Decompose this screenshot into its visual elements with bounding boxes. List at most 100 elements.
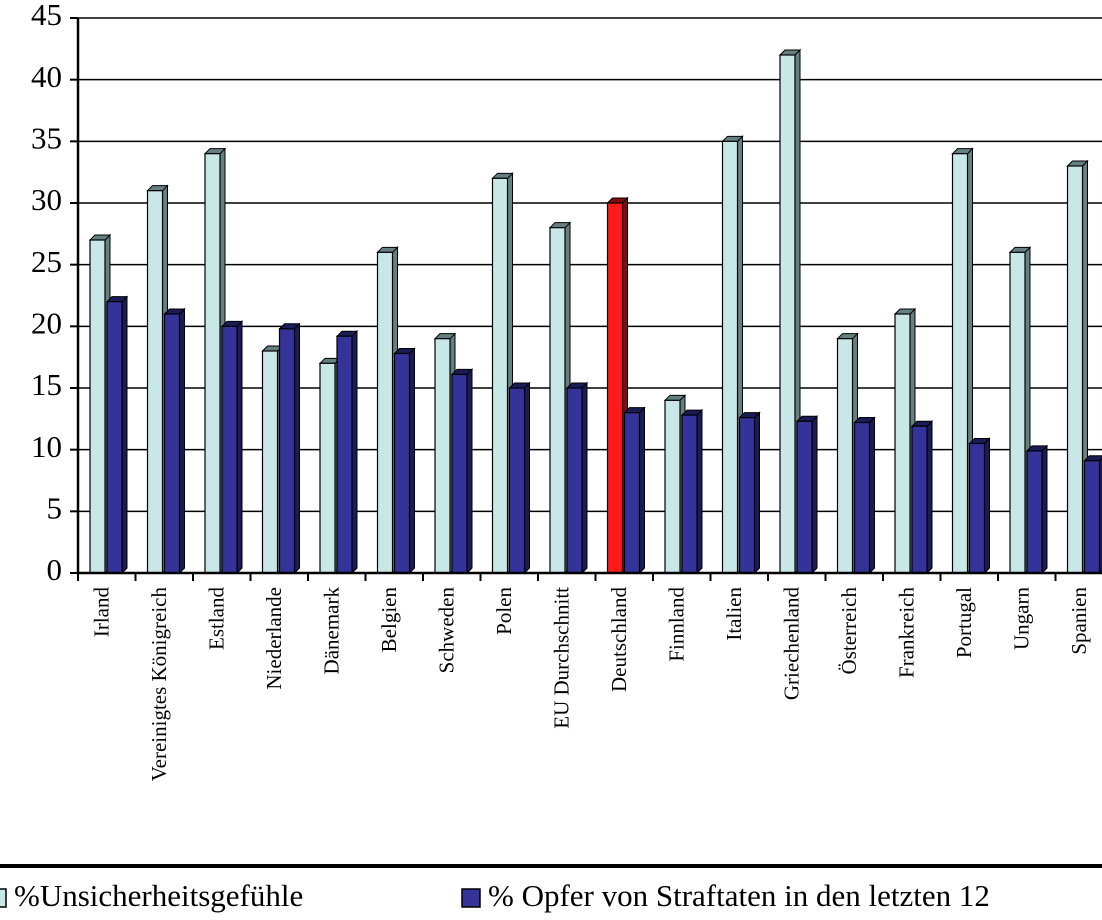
bar: [1025, 444, 1049, 575]
bar-front: [451, 373, 468, 574]
x-tick-label: EU Durchschnitt: [550, 587, 574, 729]
bar-front: [261, 350, 279, 574]
bar: [1083, 455, 1102, 575]
x-tick-label: Finnland: [665, 587, 689, 662]
bar-front: [89, 239, 106, 574]
legend-swatch: [0, 888, 7, 908]
bar-front: [204, 153, 221, 574]
bar-front: [1066, 165, 1084, 574]
bar-front: [221, 325, 238, 574]
bar-front: [163, 313, 181, 574]
x-tick-label: Italien: [722, 587, 746, 641]
x-tick-label: Niederlande: [262, 587, 286, 690]
x-tick-label: Ungarn: [1010, 587, 1034, 650]
y-tick-label: 45: [31, 0, 62, 32]
bar-front: [738, 417, 756, 574]
bar-front: [796, 420, 813, 574]
y-tick-label: 25: [31, 244, 62, 279]
y-tick-label: 35: [31, 120, 62, 155]
y-tick-label: 40: [31, 59, 62, 94]
bar-side: [754, 411, 760, 575]
bar-front: [336, 335, 353, 574]
x-tick-label: Dänemark: [320, 587, 344, 675]
bar: [393, 347, 416, 575]
x-tick-label: Schweden: [435, 587, 459, 674]
bar-front: [376, 251, 394, 574]
bar-side: [294, 322, 300, 575]
legend-label: % Opfer von Straftaten in den letzten 12: [488, 878, 990, 913]
bar: [508, 381, 531, 575]
bar-front: [664, 399, 681, 574]
bar: [335, 329, 359, 575]
bar: [278, 322, 301, 575]
bar-front: [1026, 450, 1043, 574]
bar: [853, 416, 876, 575]
bar-side: [179, 307, 185, 575]
bar-front: [894, 313, 911, 574]
x-tick-label: Spanien: [1067, 587, 1091, 655]
bar: [795, 415, 819, 575]
bar: [910, 420, 934, 575]
x-tick-label: Estland: [205, 587, 229, 650]
bar: [836, 332, 859, 575]
bar-front: [606, 202, 624, 574]
bar-front: [434, 338, 451, 574]
bar-front: [623, 412, 641, 574]
bar: [968, 437, 991, 575]
x-tick-label: Vereinigtes Königreich: [147, 587, 171, 782]
bar-side: [639, 406, 645, 575]
bar: [450, 368, 474, 575]
y-tick-label: 20: [31, 305, 62, 340]
y-tick-label: 0: [47, 552, 63, 587]
y-tick-label: 10: [31, 429, 62, 464]
legend-label: %Unsicherheitsgefühle: [14, 878, 303, 913]
bar: [565, 381, 589, 575]
bar-front: [853, 421, 871, 574]
bar-front: [968, 442, 986, 574]
bar: [623, 406, 646, 575]
bar-side: [121, 295, 128, 575]
bar-side: [236, 320, 243, 575]
bar: [163, 307, 186, 575]
x-tick-label: Österreich: [837, 587, 861, 675]
bar-side: [869, 416, 875, 575]
y-tick-label: 15: [31, 367, 62, 402]
x-tick-label: Deutschland: [607, 587, 631, 692]
bar: [220, 320, 244, 575]
bar-front: [549, 227, 566, 574]
y-tick-label: 30: [31, 182, 62, 217]
x-tick-label: Belgien: [377, 587, 401, 653]
bar-front: [721, 140, 739, 574]
bar-front: [106, 301, 123, 574]
bar-side: [466, 368, 473, 575]
bar-front: [278, 328, 296, 574]
bar-front: [319, 362, 336, 574]
bar-front: [1009, 251, 1026, 574]
x-tick-label: Portugal: [952, 587, 976, 658]
bar-side: [581, 381, 588, 575]
bar-side: [1041, 444, 1048, 575]
bar-front: [508, 387, 526, 574]
bar-front: [911, 425, 928, 574]
bar-front: [146, 190, 164, 574]
bar-side: [811, 415, 818, 575]
bar-front: [681, 414, 698, 574]
bar-front: [491, 177, 509, 574]
bar: [261, 344, 284, 575]
legend-swatch: [461, 888, 481, 908]
y-tick-label: 5: [47, 490, 63, 525]
bar-side: [409, 347, 415, 575]
x-tick-label: Griechenland: [780, 587, 804, 701]
bar-front: [779, 54, 796, 574]
x-tick-label: Polen: [492, 587, 516, 635]
bar-front: [566, 387, 583, 574]
x-tick-label: Frankreich: [895, 587, 919, 678]
bar-front: [1083, 460, 1101, 574]
bar-front: [393, 352, 411, 574]
bar-front: [836, 338, 854, 574]
bar: [680, 408, 704, 575]
bar-side: [926, 420, 933, 575]
bar-side: [351, 329, 358, 575]
x-tick-label: Irland: [90, 587, 114, 638]
